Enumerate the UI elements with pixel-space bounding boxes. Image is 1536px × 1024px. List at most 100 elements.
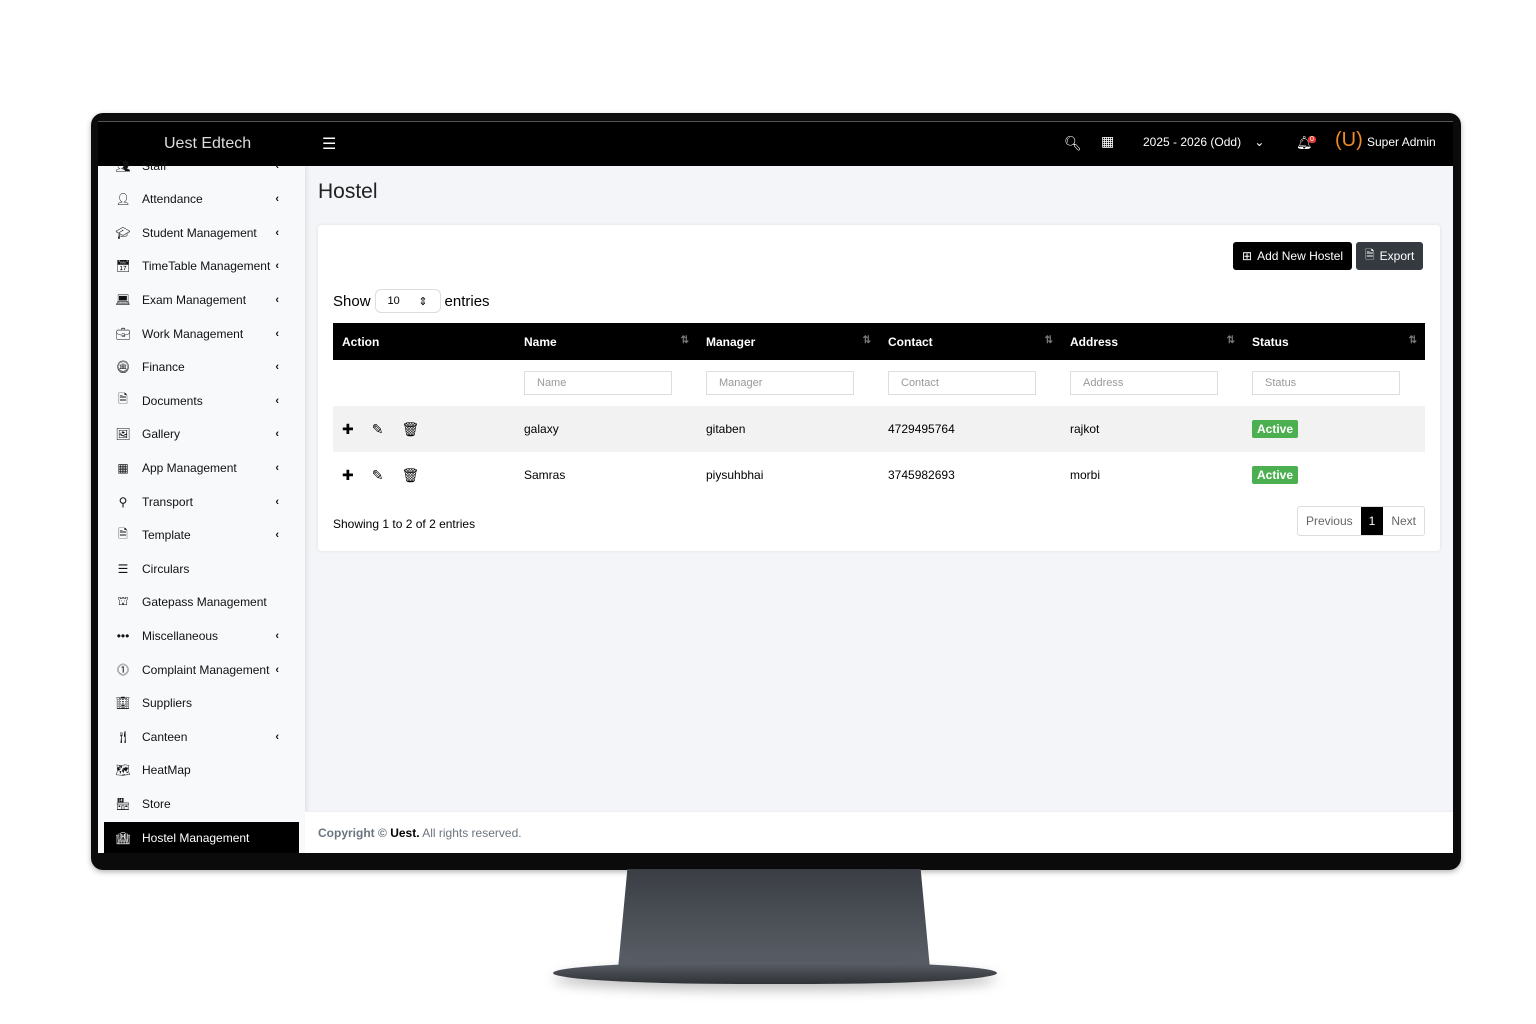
sort-icon: ⇅ [1408, 334, 1417, 346]
excel-file-icon: 🗎 [1365, 247, 1375, 262]
sidebar-item-timetable-management[interactable]: 📅︎ TimeTable Management ‹ [104, 251, 299, 282]
sidebar-item-staff[interactable]: 👥︎ Staff ‹ [104, 150, 299, 181]
sidebar-item-exam-management[interactable]: 💻︎ Exam Management ‹ [104, 284, 299, 315]
sidebar-item-label: Student Management [142, 225, 257, 240]
rights: All rights reserved. [422, 826, 522, 840]
table-row: ✚ ✎ 🗑︎ Samras piysuhbhai 3745982693 morbi Activ… [333, 452, 1425, 498]
hostel-table: Action Name ⇅ Manager ⇅ Contact ⇅ Address ⇅ Statu… [333, 323, 1425, 498]
sort-icon: ⇅ [1226, 334, 1235, 346]
graduate-icon: 🎓︎ [115, 225, 131, 240]
sidebar-item-canteen[interactable]: 🍴︎ Canteen ‹ [104, 721, 299, 752]
notification-badge: 0 [1308, 136, 1316, 143]
page-length: Show 10 ⇕ entries [333, 289, 490, 313]
monitor-base [553, 962, 997, 984]
screen: Uest Edtech ☰ 🔍︎ ▦ 2025 - 2026 (Odd) ⌄ 🔔… [98, 121, 1453, 853]
filter-address-input[interactable]: Address [1070, 371, 1218, 395]
plus-square-icon: ⊞ [1242, 249, 1253, 263]
chevron-left-icon: ‹ [275, 663, 279, 676]
filter-manager-input[interactable]: Manager [706, 371, 854, 395]
delete-trash-icon[interactable]: 🗑︎ [401, 466, 420, 483]
sidebar-item-label: Exam Management [142, 292, 247, 307]
sidebar-item-hostel-management[interactable]: 🏨︎ Hostel Management [104, 822, 299, 853]
brand[interactable]: Uest Edtech [164, 135, 252, 152]
route-icon: ⚲ [118, 494, 128, 509]
briefcase-icon: 💼︎ [115, 326, 131, 341]
page-1-button[interactable]: 1 [1360, 507, 1384, 535]
sidebar-item-app-management[interactable]: ▦ App Management ‹ [104, 452, 299, 483]
filter-contact-input[interactable]: Contact [888, 371, 1036, 395]
sidebar-item-label: Circulars [142, 561, 190, 576]
sidebar-item-gallery[interactable]: 🖼︎ Gallery ‹ [104, 419, 299, 450]
page-length-value: 10 [387, 295, 400, 307]
previous-button[interactable]: Previous [1305, 514, 1353, 528]
next-button[interactable]: Next [1391, 514, 1416, 528]
edit-icon[interactable]: ✎ [371, 420, 384, 437]
sidebar-item-label: Complaint Management [142, 662, 270, 677]
page-length-select[interactable]: 10 ⇕ [374, 289, 441, 313]
cell-address: morbi [1070, 468, 1101, 482]
filter-row: Name Manager Contact Address Status [333, 360, 1425, 406]
sidebar-item-suppliers[interactable]: 🏢︎ Suppliers [104, 688, 299, 719]
footer: Copyright © Uest. All rights reserved. [305, 811, 1453, 853]
alert-icon: ⓵ [116, 663, 129, 677]
filter-name-input[interactable]: Name [524, 371, 672, 395]
sidebar-item-label: Documents [142, 393, 203, 408]
column-header-address[interactable]: Address ⇅ [1061, 323, 1243, 360]
chevron-left-icon: ‹ [275, 260, 279, 273]
company: Uest. [390, 826, 420, 840]
expand-plus-icon[interactable]: ✚ [342, 420, 354, 437]
chevron-left-icon: ‹ [275, 461, 279, 474]
chevron-left-icon: ‹ [275, 394, 279, 407]
chevron-left-icon: ‹ [275, 428, 279, 441]
header-label: Action [342, 334, 380, 349]
add-new-hostel-button[interactable]: ⊞ Add New Hostel [1233, 242, 1353, 270]
topbar: Uest Edtech ☰ 🔍︎ ▦ 2025 - 2026 (Odd) ⌄ 🔔… [98, 121, 1453, 166]
sidebar-item-store[interactable]: 🏪︎ Store [104, 788, 299, 819]
apps-grid-icon[interactable]: ▦ [1101, 133, 1115, 149]
sidebar-item-label: Finance [142, 360, 185, 375]
sidebar-item-complaint-management[interactable]: ⓵ Complaint Management ‹ [104, 654, 299, 685]
sidebar-item-miscellaneous[interactable]: ••• Miscellaneous ‹ [104, 620, 299, 651]
sidebar-item-attendance[interactable]: 👤︎ Attendance ‹ [104, 184, 299, 215]
user-menu[interactable]: Super Admin [1367, 135, 1436, 149]
chevron-left-icon: ‹ [275, 327, 279, 340]
column-header-manager[interactable]: Manager ⇅ [697, 323, 879, 360]
sidebar-item-label: Gatepass Management [142, 595, 267, 610]
sidebar-item-circulars[interactable]: ☰ Circulars [104, 553, 299, 584]
cell-manager: gitaben [697, 406, 879, 452]
sidebar-item-student-management[interactable]: 🎓︎ Student Management ‹ [104, 217, 299, 248]
edit-icon[interactable]: ✎ [371, 466, 384, 483]
sidebar-item-work-management[interactable]: 💼︎ Work Management ‹ [104, 318, 299, 349]
sidebar-item-transport[interactable]: ⚲ Transport ‹ [104, 486, 299, 517]
entries-label: entries [444, 292, 490, 310]
show-label: Show [333, 292, 371, 310]
sidebar-item-label: App Management [142, 460, 237, 475]
logo-icon: (U) [1335, 129, 1363, 151]
sidebar-item-heatmap[interactable]: 🗺︎ HeatMap [104, 755, 299, 786]
menu-toggle-icon[interactable]: ☰ [322, 136, 337, 153]
status-badge: Active [1252, 420, 1299, 438]
search-icon[interactable]: 🔍︎ [1064, 135, 1082, 151]
filter-status-input[interactable]: Status [1252, 371, 1400, 395]
map-icon: 🗺︎ [115, 763, 131, 778]
sidebar-item-finance[interactable]: 🪙︎ Finance ‹ [104, 352, 299, 383]
column-header-contact[interactable]: Contact ⇅ [879, 323, 1061, 360]
sidebar-item-label: Canteen [142, 729, 188, 744]
sidebar-item-documents[interactable]: 🗎 Documents ‹ [104, 385, 299, 416]
column-header-name[interactable]: Name ⇅ [515, 323, 697, 360]
session-select[interactable]: 2025 - 2026 (Odd) ⌄ [1143, 135, 1265, 149]
copyright: Copyright © [318, 826, 387, 840]
header-label: Name [524, 334, 557, 349]
column-header-action: Action [333, 323, 515, 360]
sidebar-item-label: HeatMap [142, 763, 191, 778]
expand-plus-icon[interactable]: ✚ [342, 466, 354, 483]
sidebar-item-label: TimeTable Management [142, 259, 271, 274]
export-button[interactable]: 🗎 Export [1356, 242, 1424, 270]
sidebar-item-template[interactable]: 🗎 Template ‹ [104, 520, 299, 551]
export-label: Export [1379, 249, 1415, 263]
delete-trash-icon[interactable]: 🗑︎ [401, 420, 420, 437]
table-row: ✚ ✎ 🗑︎ galaxy gitaben 4729495764 rajkot Active [333, 406, 1425, 452]
sidebar-item-gatepass-management[interactable]: ⛫ Gatepass Management [104, 587, 299, 618]
column-header-status[interactable]: Status ⇅ [1243, 323, 1425, 360]
sidebar-item-label: Staff [142, 158, 167, 173]
